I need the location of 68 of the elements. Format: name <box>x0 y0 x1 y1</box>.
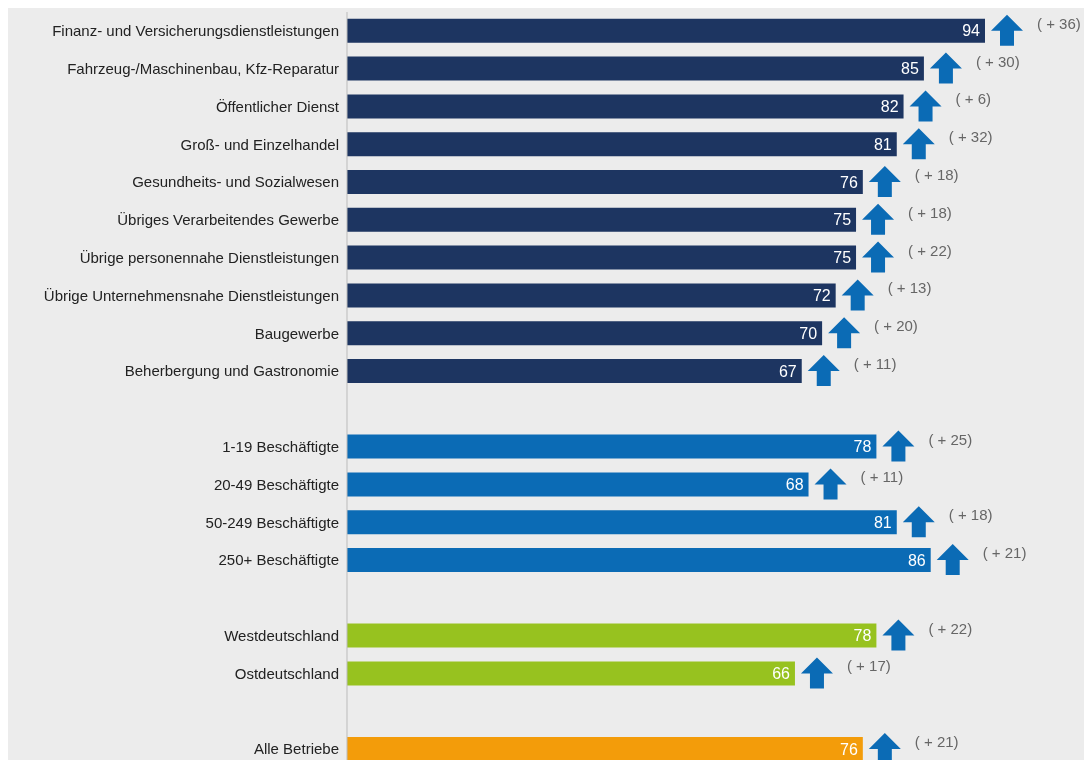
y-tick-label: Baugewerbe <box>254 324 339 342</box>
y-tick-label: Beherbergung und Gastronomie <box>124 362 339 380</box>
text: ( + 36) <box>1037 14 1081 32</box>
y-tick-label: Übriges Verarbeitendes Gewerbe <box>117 211 339 229</box>
bar <box>347 321 823 346</box>
annotation: ( + 20) <box>874 317 918 335</box>
annotation: ( + 22) <box>928 619 973 637</box>
y-tick-label: 50-249 Beschäftigte <box>205 513 339 531</box>
data-label: 75 <box>833 249 852 267</box>
annotation: ( + 6) <box>955 90 991 108</box>
data-label: 82 <box>880 98 899 116</box>
bar <box>347 661 795 686</box>
y-tick-label: Übrige personennahe Dienstleistungen <box>79 249 339 267</box>
y-tick-label: Öffentlicher Dienst <box>215 97 340 115</box>
y-tick-label: 250+ Beschäftigte <box>218 551 339 569</box>
y-tick-label: Alle Betriebe <box>253 740 339 758</box>
annotation: ( + 11) <box>853 355 897 372</box>
annotation: ( + 11) <box>860 468 904 486</box>
data-label: 94 <box>962 22 981 40</box>
annotation: ( + 21) <box>914 733 959 750</box>
bar <box>347 170 863 194</box>
bar <box>347 18 985 43</box>
bar <box>347 359 802 383</box>
bar <box>347 737 863 760</box>
data-label: 76 <box>840 173 858 191</box>
annotation: ( + 32) <box>948 128 993 146</box>
data-label: 67 <box>778 362 797 380</box>
data-label: 72 <box>812 287 831 305</box>
data-label: 85 <box>901 60 920 78</box>
bar <box>347 548 931 572</box>
y-tick-label: Gesundheits- und Sozialwesen <box>132 173 339 191</box>
annotation: ( + 25) <box>928 430 973 448</box>
bar <box>347 56 924 81</box>
data-label: 70 <box>799 324 818 342</box>
y-tick-label: Übrige Unternehmensnahe Dienstleistungen <box>43 286 339 304</box>
y-tick-label: Groß- und Einzelhandel <box>180 135 339 153</box>
bar <box>347 132 897 157</box>
y-tick-label: Westdeutschland <box>224 627 339 645</box>
data-label: 81 <box>873 135 892 153</box>
data-label: 78 <box>853 627 872 645</box>
bar <box>347 207 857 232</box>
data-label: 75 <box>833 211 852 229</box>
bar <box>347 510 897 535</box>
bar <box>347 94 904 119</box>
bar <box>347 434 877 459</box>
y-tick-label: 1-19 Beschäftigte <box>222 438 339 456</box>
annotation: ( + 30) <box>975 52 1020 70</box>
annotation: ( + 18) <box>914 166 959 183</box>
data-label: 76 <box>840 740 858 758</box>
data-label: 81 <box>873 513 892 531</box>
y-tick-label: Finanz- und Versicherungsdienstleistungen <box>52 22 339 40</box>
data-label: 86 <box>907 551 926 569</box>
y-tick-label: Fahrzeug-/Maschinenbau, Kfz-Reparatur <box>67 60 339 78</box>
y-tick-label: 20-49 Beschäftigte <box>213 475 339 493</box>
annotation: ( + 18) <box>908 203 952 221</box>
y-tick-label: Ostdeutschland <box>234 664 339 682</box>
annotation: ( + 22) <box>908 241 952 259</box>
annotation: ( + 18) <box>948 506 993 524</box>
annotation: ( + 17) <box>846 657 891 675</box>
data-label: 78 <box>853 438 872 456</box>
bar <box>347 472 809 497</box>
data-label: 68 <box>785 476 804 494</box>
annotation: ( + 21) <box>982 544 1027 561</box>
annotation: ( + 13) <box>887 279 932 297</box>
bar <box>347 623 877 648</box>
bar <box>347 245 857 270</box>
bar <box>347 283 836 308</box>
data-label: 66 <box>772 665 791 683</box>
